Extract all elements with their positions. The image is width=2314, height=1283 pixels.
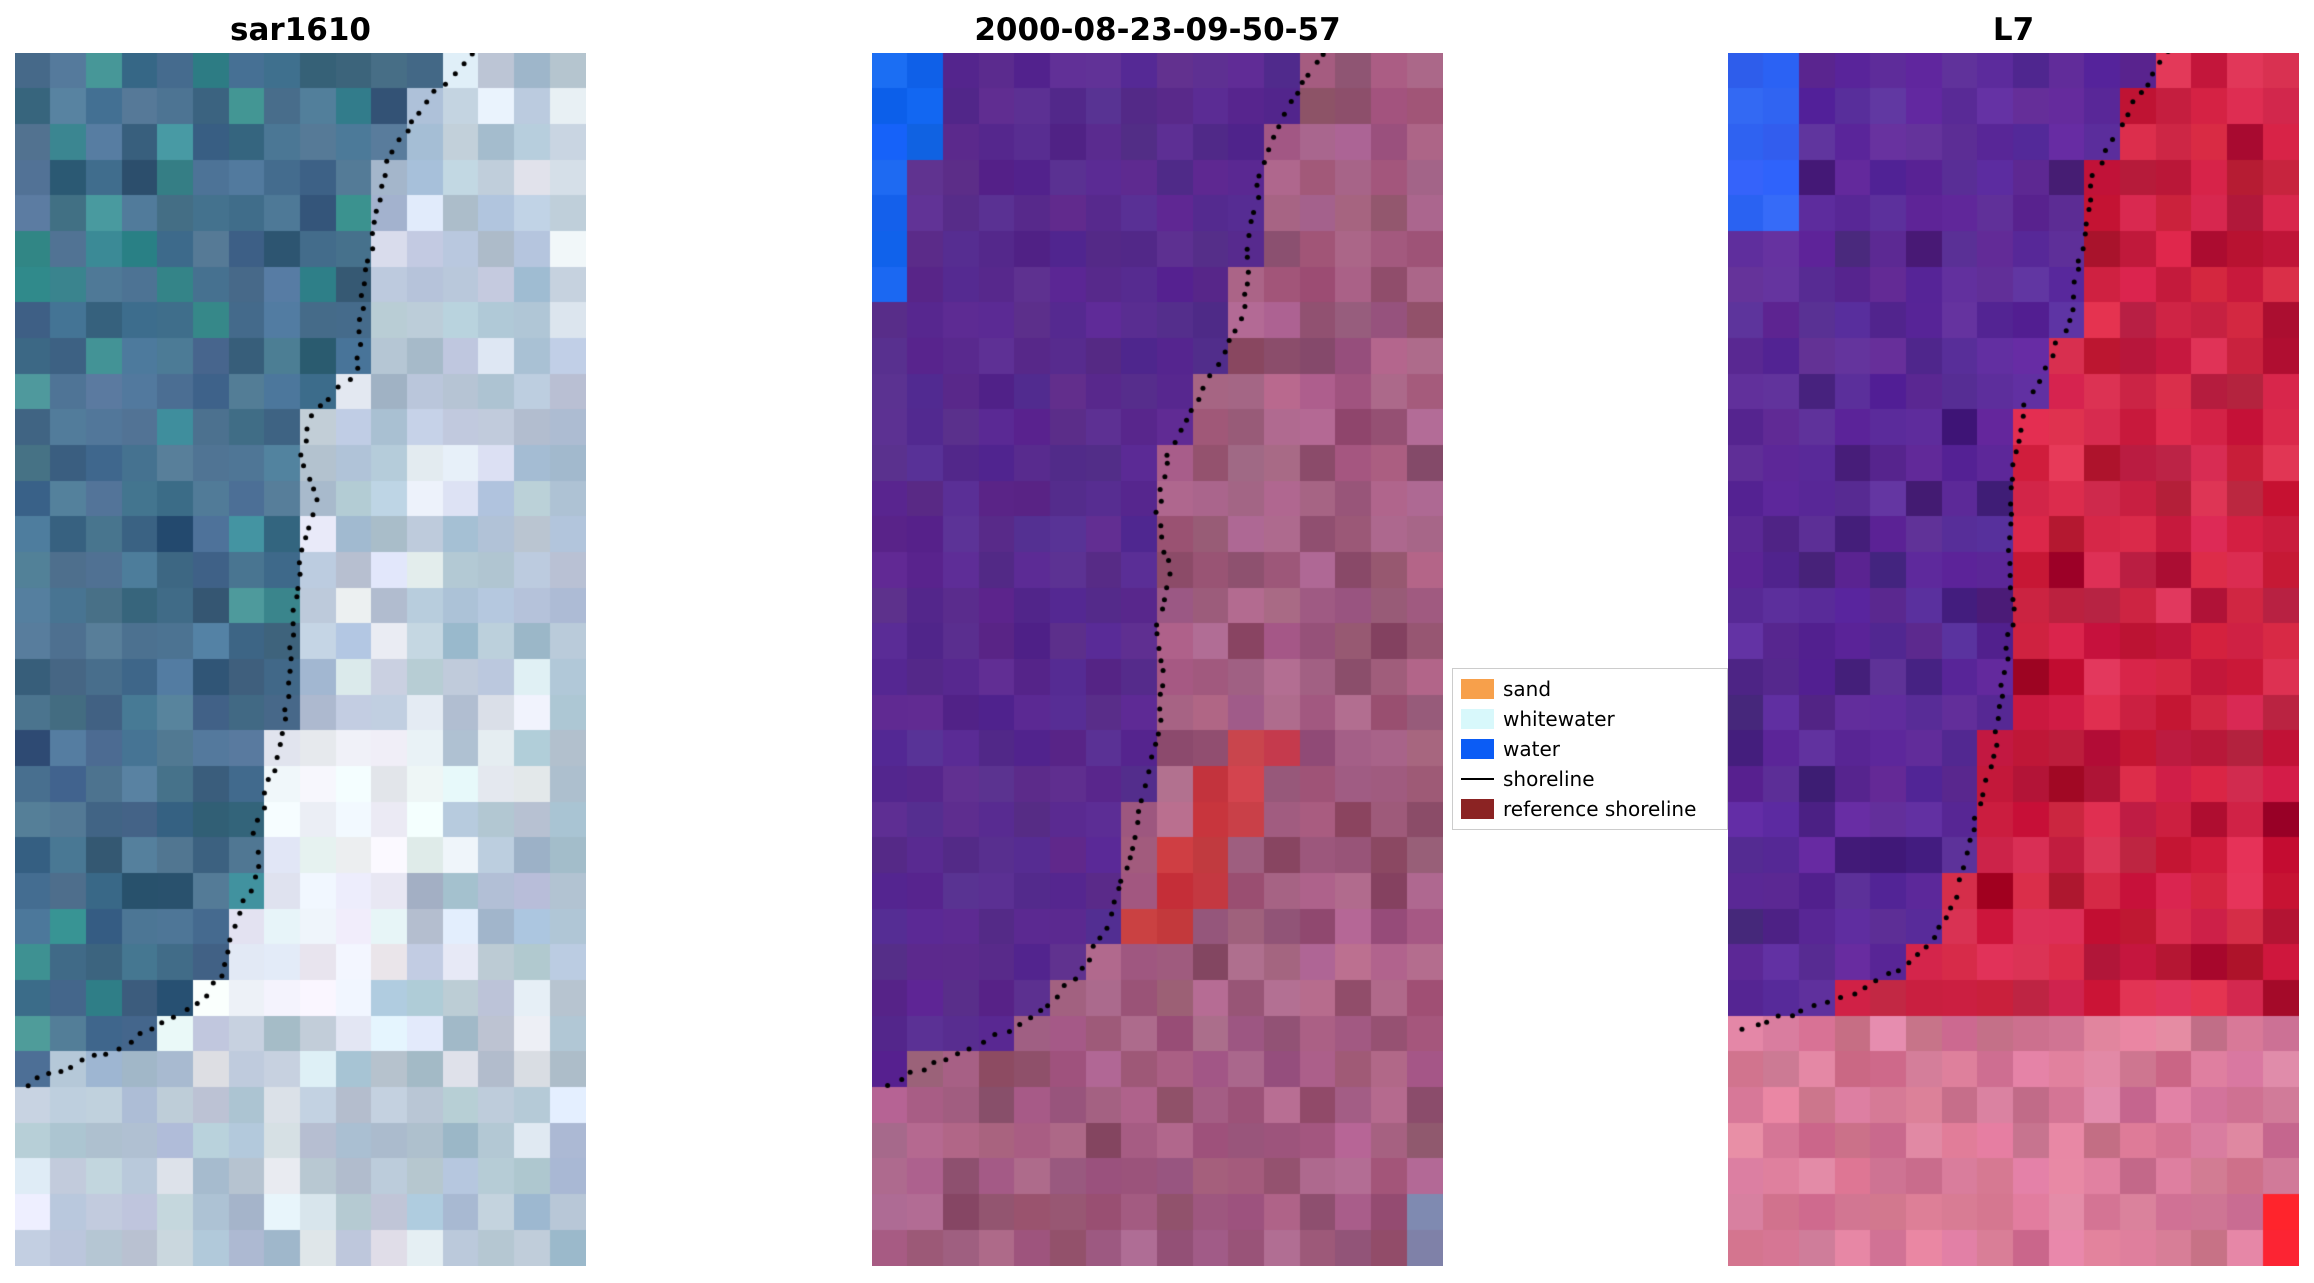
panel-classified: 2000-08-23-09-50-57 bbox=[872, 8, 1443, 1266]
legend-item-water: water bbox=[1461, 734, 1719, 764]
shoreline-line-swatch bbox=[1461, 778, 1494, 780]
legend-label-sand: sand bbox=[1503, 677, 1552, 701]
water-swatch bbox=[1461, 739, 1494, 759]
panel-title-classified: 2000-08-23-09-50-57 bbox=[974, 12, 1341, 48]
legend-label-water: water bbox=[1503, 737, 1560, 761]
sar1610-satellite-image bbox=[15, 53, 586, 1266]
l7-image bbox=[1728, 53, 2299, 1266]
legend-item-whitewater: whitewater bbox=[1461, 704, 1719, 734]
legend-label-shoreline: shoreline bbox=[1503, 767, 1595, 791]
legend: sand whitewater water shoreline referenc… bbox=[1452, 668, 1728, 830]
sand-swatch bbox=[1461, 679, 1494, 699]
reference-shoreline-swatch bbox=[1461, 799, 1494, 819]
legend-label-reference-shoreline: reference shoreline bbox=[1503, 797, 1697, 821]
classified-image bbox=[872, 53, 1443, 1266]
whitewater-swatch bbox=[1461, 709, 1494, 729]
legend-label-whitewater: whitewater bbox=[1503, 707, 1615, 731]
panel-title-sar1610: sar1610 bbox=[230, 12, 371, 48]
legend-item-reference-shoreline: reference shoreline bbox=[1461, 794, 1719, 824]
panel-title-l7: L7 bbox=[1992, 12, 2035, 48]
legend-item-shoreline: shoreline bbox=[1461, 764, 1719, 794]
legend-item-sand: sand bbox=[1461, 674, 1719, 704]
panel-l7: L7 bbox=[1728, 8, 2299, 1266]
panel-sar1610: sar1610 bbox=[15, 8, 586, 1266]
